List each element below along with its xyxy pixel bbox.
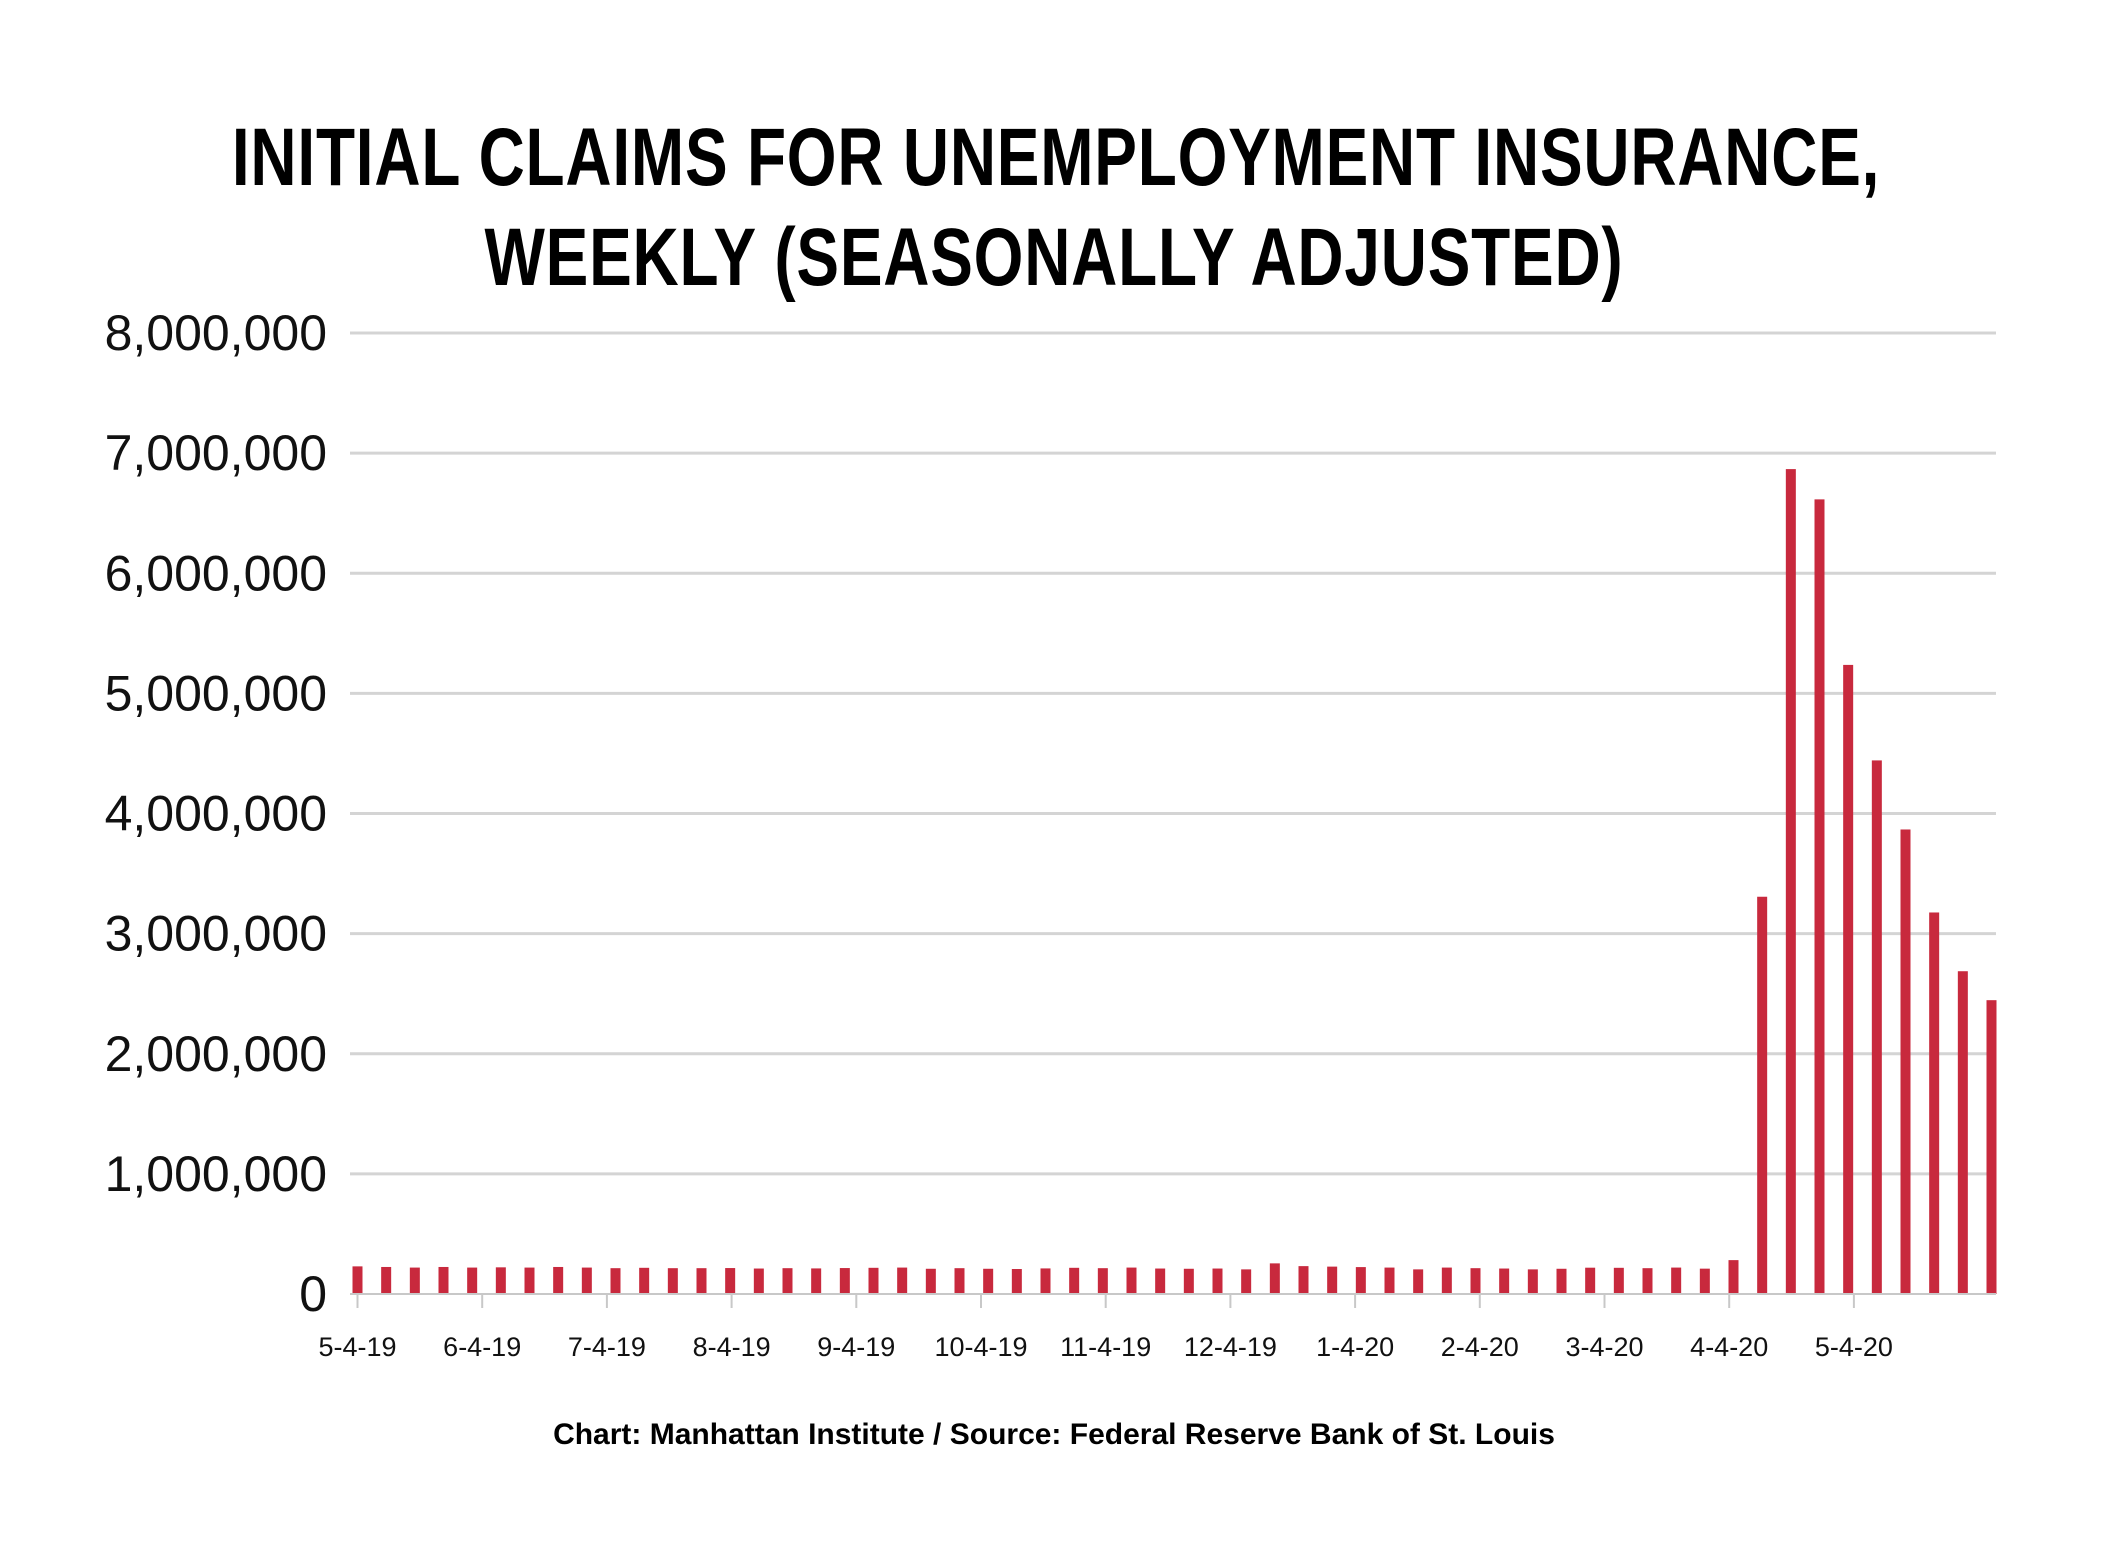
y-tick-label: 7,000,000: [105, 425, 327, 481]
bar: [1298, 1266, 1309, 1294]
bar: [1097, 1268, 1108, 1294]
y-tick-label: 8,000,000: [105, 305, 327, 361]
bar: [1613, 1267, 1624, 1294]
x-tick-label: 12-4-19: [1184, 1332, 1277, 1362]
bar: [581, 1267, 592, 1294]
y-tick-label: 6,000,000: [105, 545, 327, 601]
bar: [1327, 1266, 1338, 1294]
bar: [1441, 1267, 1452, 1294]
bar: [753, 1268, 764, 1294]
chart-title-line-1: INITIAL CLAIMS FOR UNEMPLOYMENT INSURANC…: [231, 112, 1881, 203]
bar: [1499, 1268, 1510, 1294]
bar: [1527, 1269, 1538, 1294]
bar: [524, 1267, 535, 1294]
bar: [1699, 1268, 1710, 1294]
bar: [782, 1268, 793, 1294]
x-tick-label: 2-4-20: [1441, 1332, 1519, 1362]
x-tick-label: 5-4-20: [1815, 1332, 1893, 1362]
x-tick-label: 10-4-19: [934, 1332, 1027, 1362]
y-tick-label: 3,000,000: [105, 906, 327, 962]
bar: [495, 1267, 506, 1294]
bar: [925, 1268, 936, 1294]
bar: [1212, 1268, 1223, 1294]
bar: [725, 1268, 736, 1294]
bar: [983, 1268, 994, 1294]
bar: [1183, 1268, 1194, 1294]
x-tick-label: 7-4-19: [568, 1332, 646, 1362]
bar: [639, 1267, 650, 1294]
x-tick-label: 6-4-19: [443, 1332, 521, 1362]
y-tick-label: 2,000,000: [105, 1026, 327, 1082]
y-tick-label: 5,000,000: [105, 665, 327, 721]
bar: [1814, 499, 1825, 1294]
x-tick-label: 11-4-19: [1060, 1332, 1151, 1362]
bar: [1269, 1263, 1280, 1294]
bar: [811, 1268, 822, 1294]
bar: [1871, 760, 1882, 1294]
bar: [667, 1268, 678, 1294]
y-tick-label: 0: [299, 1266, 327, 1322]
chart-footer: Chart: Manhattan Institute / Source: Fed…: [553, 1418, 1555, 1451]
bar: [438, 1266, 449, 1294]
chart-title: INITIAL CLAIMS FOR UNEMPLOYMENT INSURANC…: [231, 108, 1881, 308]
x-tick-label: 4-4-20: [1690, 1332, 1768, 1362]
bar: [897, 1267, 908, 1294]
bar: [1728, 1260, 1739, 1294]
bar: [954, 1268, 965, 1294]
x-tick-label: 8-4-19: [693, 1332, 771, 1362]
bar: [839, 1268, 850, 1294]
y-tick-label: 1,000,000: [105, 1146, 327, 1202]
bar: [409, 1267, 420, 1294]
x-tick-label: 5-4-19: [318, 1332, 396, 1362]
bar: [1011, 1269, 1022, 1294]
bar: [1241, 1269, 1252, 1294]
bar: [1785, 469, 1796, 1294]
bar: [1986, 1000, 1997, 1294]
bar: [1843, 664, 1854, 1294]
y-tick-label: 4,000,000: [105, 786, 327, 842]
bar: [1040, 1268, 1051, 1294]
bar: [1642, 1268, 1653, 1294]
bar: [1556, 1268, 1567, 1294]
bar: [467, 1267, 478, 1294]
bar: [553, 1266, 564, 1294]
bar: [381, 1266, 392, 1294]
bar: [1757, 896, 1768, 1294]
bar: [1929, 912, 1940, 1294]
bar: [1900, 829, 1911, 1294]
bar: [610, 1268, 621, 1294]
bar: [1413, 1269, 1424, 1294]
x-tick-label: 3-4-20: [1565, 1332, 1643, 1362]
bar: [352, 1266, 363, 1294]
bar-chart: 0 1,000,000 2,000,000 3,000,000 4,000,000 5,0…: [105, 305, 1997, 1362]
bar: [1671, 1267, 1682, 1294]
x-tick-label: 9-4-19: [817, 1332, 895, 1362]
bar: [1585, 1267, 1596, 1294]
bar: [1069, 1267, 1080, 1294]
bar: [1384, 1267, 1395, 1294]
bar: [1470, 1268, 1481, 1294]
chart-title-line-2: WEEKLY (SEASONALLY ADJUSTED): [484, 212, 1624, 303]
x-tick-label: 1-4-20: [1316, 1332, 1394, 1362]
bar: [696, 1268, 707, 1294]
bar: [1155, 1268, 1166, 1294]
bar: [868, 1267, 879, 1294]
bar: [1355, 1267, 1366, 1294]
bar: [1957, 971, 1968, 1294]
bar: [1126, 1267, 1137, 1294]
